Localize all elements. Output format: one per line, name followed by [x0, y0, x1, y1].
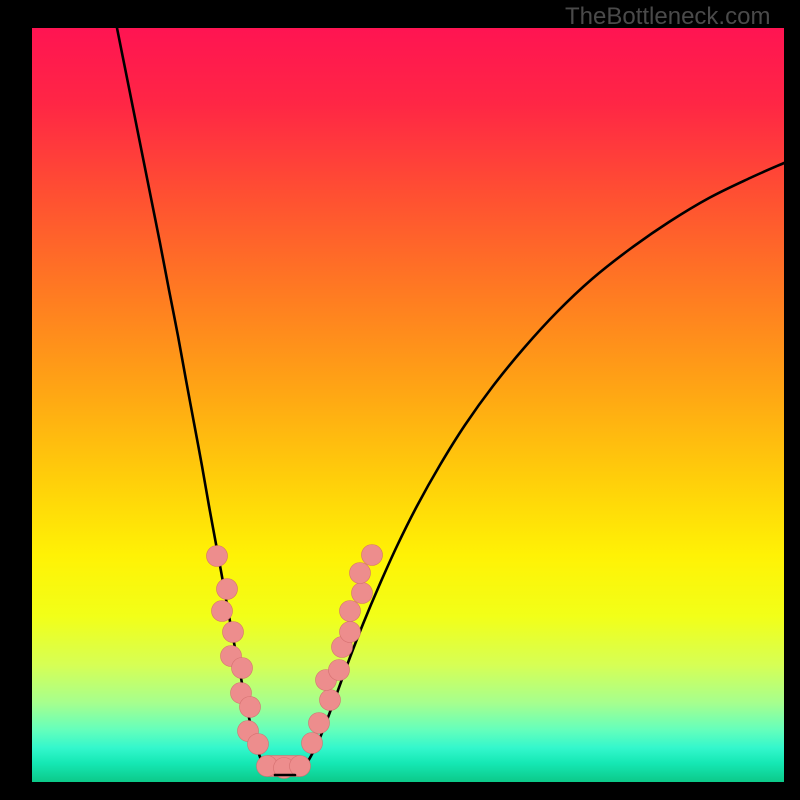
watermark-text: TheBottleneck.com	[565, 3, 770, 31]
marker-right	[340, 601, 361, 622]
marker-right	[302, 733, 323, 754]
marker-right	[309, 713, 330, 734]
marker-left	[223, 622, 244, 643]
outer-frame: TheBottleneck.com	[0, 0, 800, 800]
curve-right-branch	[295, 163, 784, 775]
marker-right	[350, 563, 371, 584]
marker-right	[352, 583, 373, 604]
marker-right	[340, 622, 361, 643]
plot-area	[32, 28, 784, 782]
marker-left	[207, 546, 228, 567]
chart-svg	[32, 28, 784, 782]
marker-right	[362, 545, 383, 566]
marker-left	[232, 658, 253, 679]
marker-bottom	[290, 756, 311, 777]
marker-left	[240, 697, 261, 718]
marker-right	[320, 690, 341, 711]
marker-left	[248, 734, 269, 755]
marker-left	[217, 579, 238, 600]
marker-right	[329, 660, 350, 681]
marker-left	[212, 601, 233, 622]
